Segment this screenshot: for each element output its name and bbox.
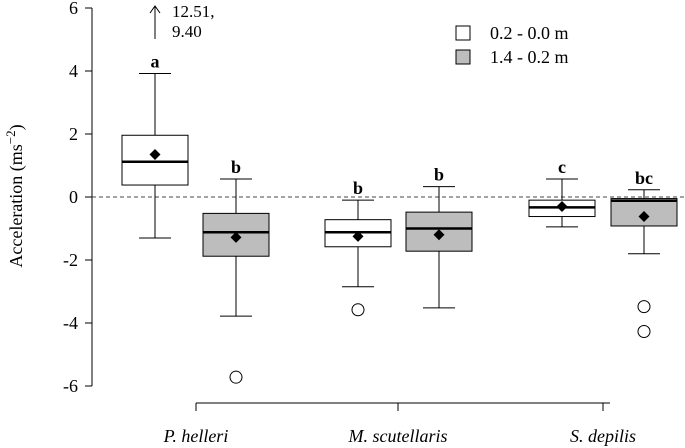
mean-marker — [149, 148, 161, 160]
outlier-point — [637, 325, 651, 339]
significance-letter: b — [353, 178, 363, 198]
outlier-point — [351, 303, 365, 317]
iqr-box — [121, 134, 189, 186]
legend: 0.2 - 0.0 m 1.4 - 0.2 m — [455, 23, 569, 67]
y-axis: -6 -4 -2 0 2 4 6 Acceleration (ms−2) — [3, 0, 93, 396]
y-tick-label: 0 — [69, 187, 78, 207]
y-axis-label-close: ) — [6, 124, 27, 130]
significance-letter: bc — [635, 168, 653, 188]
significance-letter: b — [231, 157, 241, 177]
y-tick-label: -2 — [63, 250, 78, 270]
mean-marker — [433, 229, 445, 241]
mean-marker — [352, 230, 364, 242]
significance-letter: a — [151, 52, 160, 72]
significance-letter: c — [558, 157, 566, 177]
y-tick-label: 4 — [69, 61, 78, 81]
annotation-arrowhead — [149, 5, 161, 14]
legend-swatch — [455, 49, 471, 65]
legend-label: 1.4 - 0.2 m — [490, 47, 569, 67]
x-tick-label: P. helleri — [163, 426, 229, 446]
outlier-point — [637, 300, 651, 314]
y-tick-label: 2 — [69, 124, 78, 144]
x-axis: P. helleri M. scutellaris S. depilis — [163, 402, 636, 446]
outlier-point — [229, 370, 243, 384]
box-3: b — [324, 178, 392, 317]
box-4: b — [405, 165, 473, 309]
y-tick-label: -4 — [63, 313, 78, 333]
box-2: b — [202, 157, 270, 384]
mean-marker — [638, 211, 650, 223]
box-1: a — [121, 52, 189, 239]
y-tick-label: -6 — [63, 376, 78, 396]
annotation-line1: 12.51, — [172, 2, 215, 21]
annotations: 12.51,9.40 — [149, 2, 215, 41]
x-tick-label: S. depilis — [570, 426, 636, 446]
y-tick-label: 6 — [69, 0, 78, 18]
y-axis-label-text: Acceleration (ms — [6, 144, 27, 267]
mean-marker — [230, 231, 242, 243]
annotation-line2: 9.40 — [172, 22, 202, 41]
legend-label: 0.2 - 0.0 m — [490, 23, 569, 43]
box-5: c — [528, 157, 596, 228]
mean-marker — [556, 200, 568, 212]
box-6: bc — [610, 168, 678, 339]
y-axis-label: Acceleration (ms−2) — [3, 124, 27, 267]
significance-letter: b — [434, 165, 444, 185]
x-tick-label: M. scutellaris — [348, 426, 448, 446]
y-axis-label-exponent: −2 — [3, 130, 18, 144]
legend-swatch — [455, 25, 471, 41]
